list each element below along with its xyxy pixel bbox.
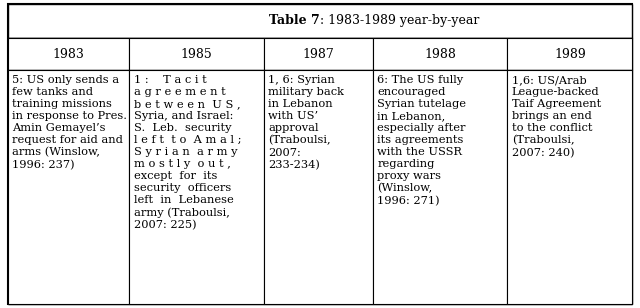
Text: Table 7: Table 7 (269, 14, 320, 27)
Text: 1983: 1983 (52, 47, 84, 61)
Text: 5: US only sends a
few tanks and
training missions
in response to Pres.
Amin Gem: 5: US only sends a few tanks and trainin… (12, 75, 127, 170)
Bar (508, 70, 632, 304)
Text: 1,6: US/Arab
League-backed
Taif Agreement
brings an end
to the conflict
(Traboul: 1,6: US/Arab League-backed Taif Agreemen… (512, 75, 601, 158)
Bar (373, 38, 508, 70)
Bar (8, 70, 129, 304)
Text: 1985: 1985 (180, 47, 212, 61)
Text: 1 :    T a c i t
a g r e e m e n t
b e t w e e n  U S ,
Syria, and Israel:
S.  L: 1 : T a c i t a g r e e m e n t b e t w … (134, 75, 241, 230)
Bar (129, 38, 264, 70)
Bar (508, 38, 632, 70)
Bar (8, 4, 632, 38)
Bar (8, 38, 632, 70)
Text: 1987: 1987 (303, 47, 334, 61)
Text: 1988: 1988 (424, 47, 456, 61)
Bar (264, 70, 373, 304)
Text: 1, 6: Syrian
military back
in Lebanon
with US’
approval
(Traboulsi,
2007:
233-23: 1, 6: Syrian military back in Lebanon wi… (268, 75, 344, 170)
Text: 6: The US fully
encouraged
Syrian tutelage
in Lebanon,
especially after
its agre: 6: The US fully encouraged Syrian tutela… (378, 75, 467, 206)
Bar (264, 38, 373, 70)
Bar (8, 38, 129, 70)
Bar (129, 70, 264, 304)
Bar (373, 70, 508, 304)
Text: 1989: 1989 (554, 47, 586, 61)
Bar (8, 70, 632, 304)
Text: : 1983-1989 year-by-year: : 1983-1989 year-by-year (320, 14, 479, 27)
